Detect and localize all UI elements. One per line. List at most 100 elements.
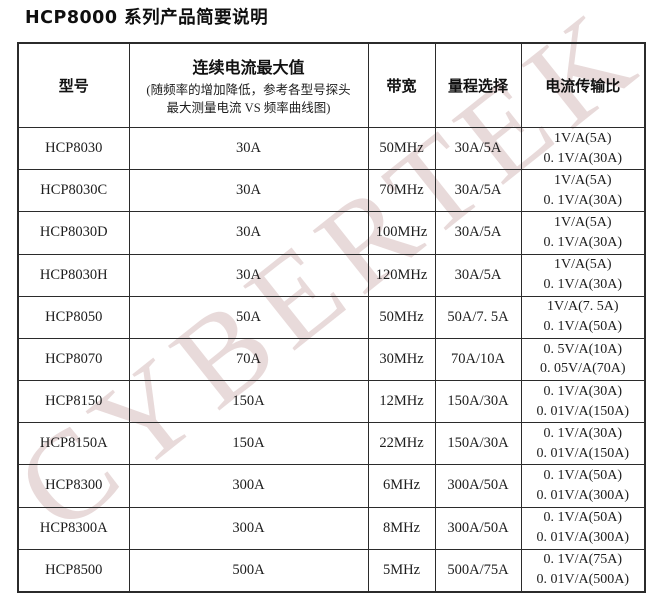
header-model: 型号 (17, 42, 130, 128)
header-max-current: 连续电流最大值 (随频率的增加降低，参考各型号探头 最大测量电流 VS 频率曲线… (128, 42, 369, 128)
max-current-cell: 300A (128, 464, 369, 508)
model-cell: HCP8030 (17, 126, 130, 171)
max-current-cell: 30A (128, 253, 369, 297)
bandwidth-cell: 50MHz (367, 295, 436, 339)
ratio-cell: 1V/A(7. 5A) 0. 1V/A(50A) (520, 295, 646, 339)
max-current-cell: 150A (128, 422, 369, 466)
ratio-cell: 0. 5V/A(10A) 0. 05V/A(70A) (520, 337, 646, 382)
model-cell: HCP8150A (17, 422, 130, 466)
ratio-cell: 0. 1V/A(75A) 0. 01V/A(500A) (520, 548, 646, 593)
range-cell: 70A/10A (434, 337, 522, 382)
table-row: HCP8150 150A 12MHz 150A/30A 0. 1V/A(30A)… (17, 380, 646, 424)
table-header: 型号 连续电流最大值 (随频率的增加降低，参考各型号探头 最大测量电流 VS 频… (17, 42, 646, 128)
table-row: HCP8070 70A 30MHz 70A/10A 0. 5V/A(10A) 0… (17, 337, 646, 382)
model-cell: HCP8030D (17, 211, 130, 255)
header-bandwidth: 带宽 (367, 42, 436, 128)
ratio-line-2: 0. 05V/A(70A) (539, 361, 626, 377)
table-row: HCP8030C 30A 70MHz 30A/5A 1V/A(5A) 0. 1V… (17, 169, 646, 213)
range-cell: 30A/5A (434, 169, 522, 213)
bandwidth-cell: 6MHz (367, 464, 436, 508)
max-current-cell: 70A (128, 337, 369, 382)
header-max-current-title: 连续电流最大值 (192, 57, 305, 77)
ratio-line-1: 0. 1V/A(30A) (543, 383, 623, 399)
ratio-line-1: 0. 5V/A(10A) (543, 341, 623, 357)
ratio-cell: 0. 1V/A(50A) 0. 01V/A(300A) (520, 506, 646, 550)
bandwidth-cell: 120MHz (367, 253, 436, 297)
model-cell: HCP8030H (17, 253, 130, 297)
range-cell: 30A/5A (434, 126, 522, 171)
ratio-line-2: 0. 1V/A(30A) (543, 234, 623, 250)
ratio-line-1: 0. 1V/A(50A) (543, 510, 623, 526)
header-range-select: 量程选择 (434, 42, 522, 128)
ratio-cell: 0. 1V/A(30A) 0. 01V/A(150A) (520, 380, 646, 424)
ratio-line-2: 0. 1V/A(30A) (543, 192, 623, 208)
bandwidth-cell: 22MHz (367, 422, 436, 466)
table-row: HCP8030D 30A 100MHz 30A/5A 1V/A(5A) 0. 1… (17, 211, 646, 255)
bandwidth-cell: 50MHz (367, 126, 436, 171)
ratio-cell: 1V/A(5A) 0. 1V/A(30A) (520, 253, 646, 297)
bandwidth-cell: 8MHz (367, 506, 436, 550)
header-max-current-note-line1: (随频率的增加降低，参考各型号探头 (146, 82, 351, 97)
table-body: HCP8030 30A 50MHz 30A/5A 1V/A(5A) 0. 1V/… (17, 126, 646, 593)
ratio-cell: 0. 1V/A(30A) 0. 01V/A(150A) (520, 422, 646, 466)
range-cell: 50A/7. 5A (434, 295, 522, 339)
range-cell: 30A/5A (434, 253, 522, 297)
model-cell: HCP8070 (17, 337, 130, 382)
table-row: HCP8030H 30A 120MHz 30A/5A 1V/A(5A) 0. 1… (17, 253, 646, 297)
model-cell: HCP8030C (17, 169, 130, 213)
bandwidth-cell: 30MHz (367, 337, 436, 382)
ratio-cell: 1V/A(5A) 0. 1V/A(30A) (520, 126, 646, 171)
header-transfer-ratio: 电流传输比 (520, 42, 646, 128)
bandwidth-cell: 12MHz (367, 380, 436, 424)
ratio-cell: 1V/A(5A) 0. 1V/A(30A) (520, 169, 646, 213)
table-row: HCP8300 300A 6MHz 300A/50A 0. 1V/A(50A) … (17, 464, 646, 508)
max-current-cell: 150A (128, 380, 369, 424)
model-cell: HCP8300A (17, 506, 130, 550)
range-cell: 150A/30A (434, 380, 522, 424)
bandwidth-cell: 5MHz (367, 548, 436, 593)
table-row: HCP8300A 300A 8MHz 300A/50A 0. 1V/A(50A)… (17, 506, 646, 550)
ratio-cell: 1V/A(5A) 0. 1V/A(30A) (520, 211, 646, 255)
max-current-cell: 300A (128, 506, 369, 550)
ratio-line-2: 0. 01V/A(500A) (536, 572, 630, 588)
model-cell: HCP8300 (17, 464, 130, 508)
page-title: HCP8000 系列产品简要说明 (25, 8, 269, 28)
ratio-line-1: 0. 1V/A(50A) (543, 468, 623, 484)
ratio-line-2: 0. 1V/A(50A) (543, 319, 623, 335)
ratio-line-2: 0. 01V/A(150A) (536, 403, 630, 419)
table-row: HCP8030 30A 50MHz 30A/5A 1V/A(5A) 0. 1V/… (17, 126, 646, 171)
ratio-cell: 0. 1V/A(50A) 0. 01V/A(300A) (520, 464, 646, 508)
ratio-line-1: 1V/A(5A) (553, 130, 612, 146)
range-cell: 150A/30A (434, 422, 522, 466)
table-row: HCP8050 50A 50MHz 50A/7. 5A 1V/A(7. 5A) … (17, 295, 646, 339)
table-row: HCP8150A 150A 22MHz 150A/30A 0. 1V/A(30A… (17, 422, 646, 466)
ratio-line-1: 1V/A(5A) (553, 215, 612, 231)
bandwidth-cell: 70MHz (367, 169, 436, 213)
ratio-line-1: 0. 1V/A(30A) (543, 425, 623, 441)
range-cell: 500A/75A (434, 548, 522, 593)
model-cell: HCP8050 (17, 295, 130, 339)
bandwidth-cell: 100MHz (367, 211, 436, 255)
range-cell: 300A/50A (434, 464, 522, 508)
max-current-cell: 30A (128, 126, 369, 171)
ratio-line-2: 0. 01V/A(300A) (536, 487, 630, 503)
ratio-line-2: 0. 1V/A(30A) (543, 150, 623, 166)
product-spec-table: 型号 连续电流最大值 (随频率的增加降低，参考各型号探头 最大测量电流 VS 频… (17, 42, 646, 593)
max-current-cell: 30A (128, 169, 369, 213)
ratio-line-2: 0. 1V/A(30A) (543, 277, 623, 293)
max-current-cell: 50A (128, 295, 369, 339)
ratio-line-2: 0. 01V/A(300A) (536, 530, 630, 546)
header-row: 型号 连续电流最大值 (随频率的增加降低，参考各型号探头 最大测量电流 VS 频… (17, 42, 646, 128)
ratio-line-2: 0. 01V/A(150A) (536, 445, 630, 461)
max-current-cell: 30A (128, 211, 369, 255)
ratio-line-1: 1V/A(5A) (553, 172, 612, 188)
ratio-line-1: 1V/A(5A) (553, 257, 612, 273)
header-max-current-note-line2: 最大测量电流 VS 频率曲线图) (166, 101, 331, 115)
ratio-line-1: 1V/A(7. 5A) (546, 299, 619, 315)
ratio-line-1: 0. 1V/A(75A) (543, 552, 623, 568)
model-cell: HCP8500 (17, 548, 130, 593)
range-cell: 300A/50A (434, 506, 522, 550)
table-row: HCP8500 500A 5MHz 500A/75A 0. 1V/A(75A) … (17, 548, 646, 593)
max-current-cell: 500A (128, 548, 369, 593)
